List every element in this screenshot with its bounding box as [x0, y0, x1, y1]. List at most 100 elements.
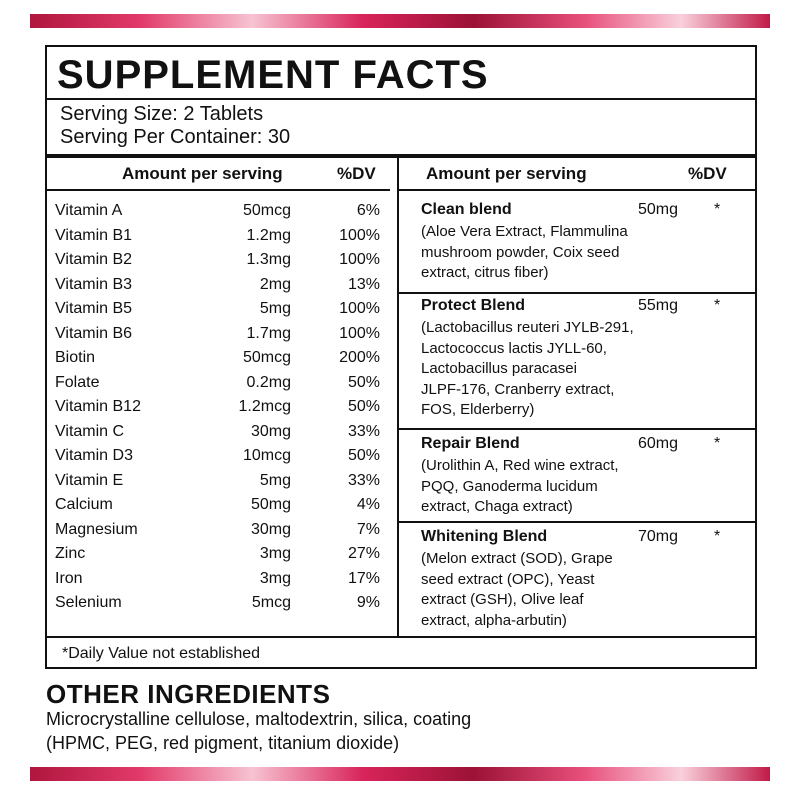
- nutrient-amount: 3mg: [259, 545, 291, 562]
- blend-amount: 55mg: [637, 297, 678, 314]
- nutrient-amount: 5mg: [259, 471, 291, 489]
- title: SUPPLEMENT FACTS: [57, 53, 489, 97]
- blend-description: (Lactobacillus reuteri JYLB-291,: [421, 319, 634, 336]
- right-header-dv: %DV: [688, 164, 727, 183]
- nutrient-dv: 7%: [356, 520, 380, 538]
- nutrient-name: Magnesium: [55, 520, 138, 538]
- blend-description: (Urolithin A, Red wine extract,: [421, 457, 619, 474]
- nutrient-dv: 200%: [339, 349, 380, 366]
- nutrient-dv: 17%: [347, 569, 380, 587]
- nutrient-amount: 10mcg: [242, 447, 291, 464]
- nutrient-dv: 13%: [347, 275, 380, 293]
- serving-size: Serving Size: 2 Tablets: [60, 103, 264, 125]
- nutrient-amount: 3mg: [259, 569, 291, 587]
- blend-dv: *: [714, 297, 721, 314]
- nutrient-name: Selenium: [55, 594, 122, 611]
- nutrient-amount: 0.2mg: [246, 373, 291, 391]
- blend-description: extract, Chaga extract): [421, 498, 573, 515]
- blend-description: JLPF-176, Cranberry extract,: [421, 380, 615, 398]
- nutrient-amount: 50mcg: [242, 202, 291, 219]
- nutrient-name: Vitamin E: [55, 471, 124, 489]
- other-line: (HPMC, PEG, red pigment, titanium dioxid…: [46, 733, 400, 753]
- rule-thick: [45, 154, 755, 158]
- nutrient-amount: 50mcg: [242, 349, 291, 366]
- nutrient-amount: 1.2mcg: [238, 398, 291, 415]
- blend-description: (Melon extract (SOD), Grape: [421, 550, 613, 567]
- blend-amount: 60mg: [637, 435, 678, 452]
- footnote: *Daily Value not established: [62, 645, 261, 662]
- nutrient-dv: 33%: [347, 422, 380, 440]
- nutrient-dv: 100%: [339, 226, 380, 244]
- blend-dv: *: [714, 528, 721, 545]
- left-header-amount: Amount per serving: [122, 164, 283, 183]
- serving-per-container: Serving Per Container: 30: [60, 126, 291, 148]
- nutrient-name: Vitamin B6: [55, 324, 133, 342]
- nutrient-dv: 4%: [356, 496, 380, 513]
- nutrient-amount: 1.3mg: [246, 251, 291, 268]
- right-header-amount: Amount per serving: [426, 164, 587, 183]
- nutrient-dv: 6%: [356, 202, 380, 219]
- blend-name: Clean blend: [421, 201, 512, 218]
- nutrient-name: Calcium: [55, 496, 113, 513]
- nutrient-amount: 5mg: [259, 300, 291, 317]
- nutrient-name: Zinc: [55, 545, 86, 562]
- nutrient-amount: 1.2mg: [246, 226, 291, 244]
- blend-description: extract, alpha-arbutin): [421, 611, 567, 629]
- top-bar: [30, 14, 770, 28]
- blend-description: PQQ, Ganoderma lucidum: [421, 477, 598, 495]
- nutrient-amount: 1.7mg: [246, 324, 291, 342]
- blend-rule: [398, 428, 755, 430]
- nutrient-name: Vitamin D3: [55, 447, 133, 464]
- nutrient-dv: 100%: [339, 324, 380, 342]
- nutrient-name: Vitamin B12: [55, 398, 141, 415]
- nutrient-amount: 2mg: [259, 275, 291, 293]
- blend-description: Lactococcus lactis JYLL-60,: [421, 339, 607, 357]
- blend-name: Protect Blend: [421, 297, 526, 314]
- nutrient-name: Iron: [55, 569, 83, 587]
- nutrient-dv: 100%: [339, 251, 380, 268]
- blend-description: seed extract (OPC), Yeast: [421, 570, 595, 588]
- blend-rule: [398, 521, 755, 523]
- nutrient-name: Vitamin C: [55, 422, 125, 440]
- nutrient-dv: 50%: [347, 398, 380, 415]
- nutrient-name: Vitamin B2: [55, 251, 133, 268]
- blend-name: Repair Blend: [421, 435, 520, 452]
- nutrient-amount: 50mg: [250, 496, 291, 513]
- other-line: Microcrystalline cellulose, maltodextrin…: [46, 709, 472, 729]
- blend-description: Lactobacillus paracasei: [421, 360, 577, 377]
- facts-box: [45, 45, 757, 669]
- column-divider: [397, 157, 399, 637]
- blend-amount: 70mg: [637, 528, 678, 545]
- nutrient-dv: 33%: [347, 471, 380, 489]
- bottom-bar: [30, 767, 770, 781]
- blend-description: extract, citrus fiber): [421, 264, 549, 281]
- rule: [45, 189, 390, 191]
- blend-rule: [398, 292, 755, 294]
- nutrient-dv: 27%: [347, 545, 380, 562]
- nutrient-name: Vitamin B3: [55, 275, 133, 293]
- nutrient-dv: 50%: [347, 447, 380, 464]
- left-header-dv: %DV: [337, 164, 376, 183]
- blend-dv: *: [714, 201, 721, 218]
- nutrient-dv: 50%: [347, 373, 380, 391]
- rule: [45, 98, 755, 100]
- nutrient-name: Folate: [55, 373, 100, 391]
- nutrient-amount: 30mg: [250, 520, 291, 538]
- nutrient-dv: 100%: [339, 300, 380, 317]
- nutrient-name: Vitamin B5: [55, 300, 133, 317]
- nutrient-name: Vitamin A: [55, 202, 123, 219]
- blend-description: (Aloe Vera Extract, Flammulina: [421, 223, 628, 240]
- blend-dv: *: [714, 435, 721, 452]
- blend-description: mushroom powder, Coix seed: [421, 243, 620, 261]
- blend-amount: 50mg: [637, 201, 678, 218]
- other-title: OTHER INGREDIENTS: [46, 679, 331, 709]
- rule: [45, 636, 755, 638]
- blend-description: FOS, Elderberry): [421, 401, 535, 418]
- nutrient-amount: 30mg: [250, 422, 291, 440]
- rule: [398, 189, 755, 191]
- blend-description: extract (GSH), Olive leaf: [421, 591, 584, 608]
- nutrient-name: Biotin: [55, 349, 96, 366]
- nutrient-name: Vitamin B1: [55, 226, 133, 244]
- nutrient-dv: 9%: [356, 594, 380, 611]
